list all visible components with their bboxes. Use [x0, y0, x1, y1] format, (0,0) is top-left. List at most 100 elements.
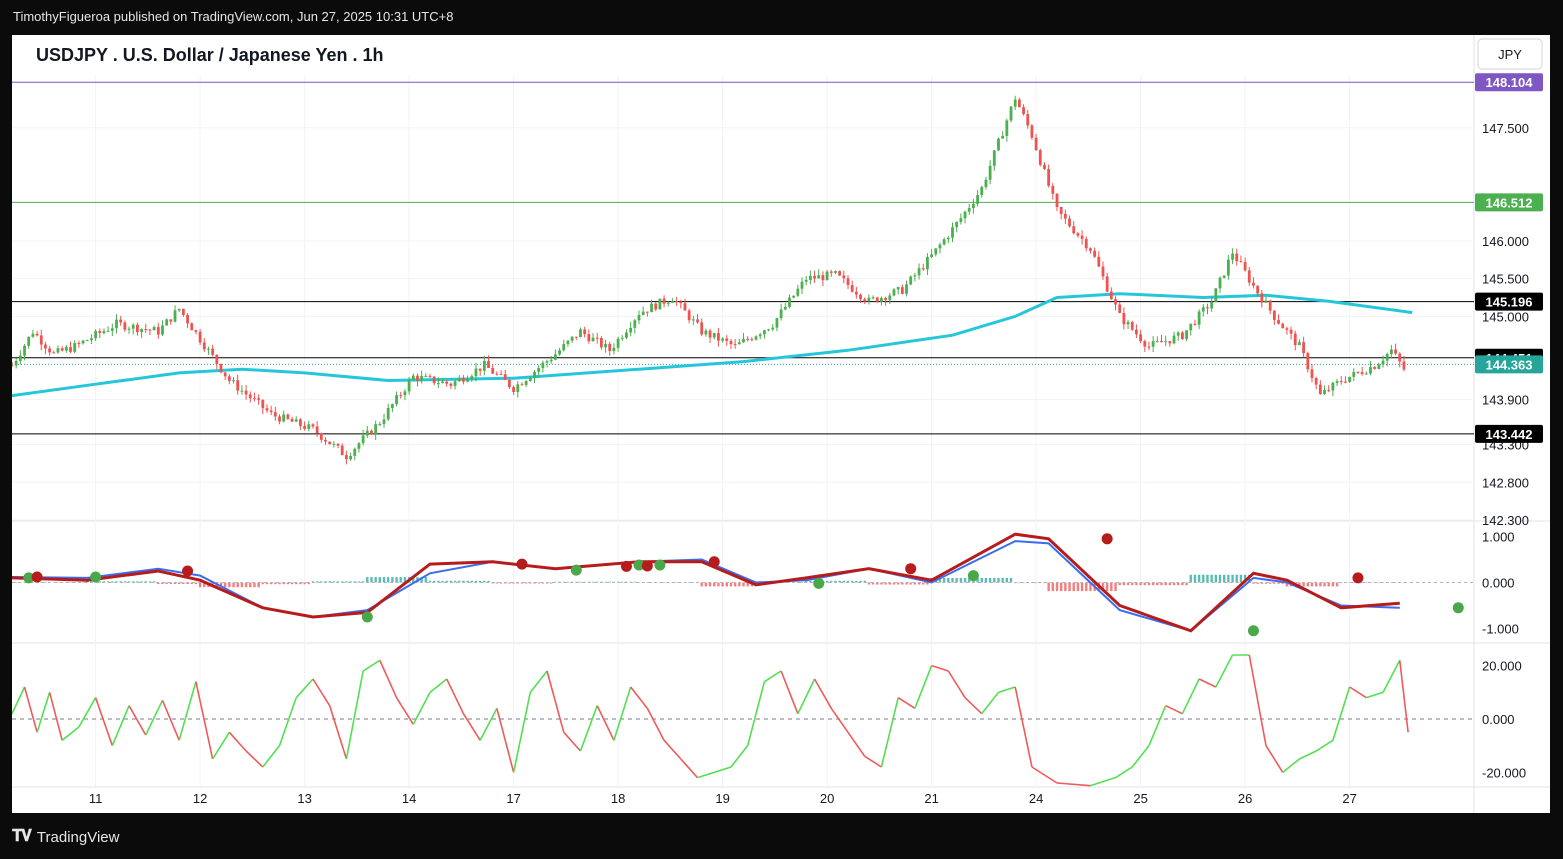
price-tick-label: 146.000 — [1482, 234, 1529, 249]
histogram-bar — [228, 582, 231, 588]
chart-svg[interactable]: 11 12 13 14 17 18 19 20 21 24 25 26 27 147.500 146.000… — [10, 35, 1550, 813]
histogram-bar — [1005, 577, 1009, 583]
histogram-bar — [366, 577, 369, 583]
histogram-bar — [1110, 582, 1113, 592]
candle-body — [219, 363, 223, 373]
candle-body — [1298, 342, 1301, 346]
cross-marker — [620, 560, 632, 572]
candle-body — [754, 336, 758, 340]
candle-body — [1339, 381, 1343, 383]
histogram-bar — [805, 580, 808, 583]
histogram-bar — [1197, 574, 1201, 583]
histogram-bar — [370, 577, 373, 583]
candle-body — [758, 334, 762, 337]
chart-area[interactable]: 11 12 13 14 17 18 19 20 21 24 25 26 27 147.500 146.000… — [10, 35, 1550, 813]
histogram-bar — [529, 582, 532, 584]
candle-body — [136, 324, 139, 333]
histogram-bar — [1214, 574, 1218, 583]
histogram-bar — [650, 582, 653, 583]
candle-body — [1185, 330, 1188, 340]
candle-body — [679, 301, 683, 304]
candle-body — [370, 430, 373, 435]
candle-body — [850, 285, 854, 292]
candle-body — [980, 187, 984, 196]
candle-body — [1247, 270, 1251, 283]
candle-body — [386, 408, 390, 420]
histogram-bar — [1302, 582, 1305, 587]
candle-body — [650, 303, 653, 313]
histogram-bar — [713, 582, 716, 587]
candle-body — [31, 333, 35, 337]
histogram-bar — [499, 582, 503, 584]
histogram-bar — [173, 582, 177, 585]
histogram-bar — [947, 577, 950, 583]
osc-segment — [646, 707, 665, 741]
candle-body — [1327, 390, 1331, 392]
candle-body — [1218, 277, 1222, 289]
candle-body — [257, 398, 261, 400]
histogram-bar — [232, 582, 235, 588]
osc-segment — [964, 697, 983, 715]
osc-segment — [23, 686, 38, 733]
osc-segment — [48, 692, 63, 741]
osc-segment — [981, 691, 1000, 715]
candle-body — [888, 295, 892, 301]
osc-segment — [445, 678, 465, 715]
currency-button[interactable]: JPY — [1477, 38, 1543, 70]
candle-body — [1017, 99, 1021, 108]
cross-marker — [516, 558, 528, 570]
histogram-bar — [1018, 582, 1021, 584]
candle-body — [574, 336, 578, 338]
candle-body — [905, 284, 908, 294]
histogram-bar — [1319, 582, 1322, 587]
candle-body — [1026, 114, 1030, 126]
candle-body — [102, 331, 106, 333]
osc-segment — [1315, 739, 1334, 752]
histogram-bar — [382, 577, 386, 583]
candle-body — [700, 322, 704, 335]
osc-segment — [362, 659, 381, 672]
histogram-bar — [1089, 582, 1092, 592]
histogram-bar — [449, 580, 453, 583]
osc-segment — [211, 731, 231, 760]
candle-body — [591, 337, 595, 342]
histogram-bar — [516, 582, 519, 584]
histogram-bar — [1085, 582, 1088, 592]
candle-body — [119, 319, 123, 323]
histogram-bar — [127, 581, 131, 583]
candle-body — [411, 375, 415, 381]
histogram-bar — [269, 582, 273, 585]
cross-marker — [361, 611, 373, 623]
osc-segment — [295, 678, 314, 699]
candle-body — [1122, 312, 1126, 325]
candle-body — [829, 271, 833, 273]
candle-body — [240, 390, 244, 392]
osc-segment — [897, 696, 916, 710]
candle-body — [1101, 266, 1105, 277]
candle-body — [1089, 248, 1092, 251]
histogram-bar — [453, 580, 457, 583]
candle-body — [808, 275, 812, 280]
histogram-bar — [1068, 582, 1071, 592]
candle-body — [424, 375, 428, 377]
tradingview-logo[interactable]: 𝐓𝐕 TradingView — [12, 828, 119, 846]
histogram-bar — [1239, 574, 1243, 583]
candle-body — [508, 379, 511, 388]
candle-body — [503, 374, 507, 380]
histogram-bar — [395, 577, 398, 583]
osc-segment — [1332, 686, 1351, 741]
candle-body — [1160, 340, 1163, 343]
osc-segment — [813, 678, 832, 709]
histogram-bar — [855, 580, 858, 583]
candle-body — [77, 343, 81, 345]
candle-body — [1360, 372, 1364, 374]
candle-body — [491, 367, 495, 374]
histogram-bar — [687, 582, 691, 583]
histogram-bar — [52, 582, 55, 583]
histogram-bar — [608, 581, 611, 583]
x-tick-label: 18 — [611, 791, 625, 806]
histogram-bar — [871, 582, 875, 585]
histogram-bar — [341, 581, 344, 583]
histogram-bar — [44, 582, 47, 583]
osc-segment — [630, 686, 648, 709]
